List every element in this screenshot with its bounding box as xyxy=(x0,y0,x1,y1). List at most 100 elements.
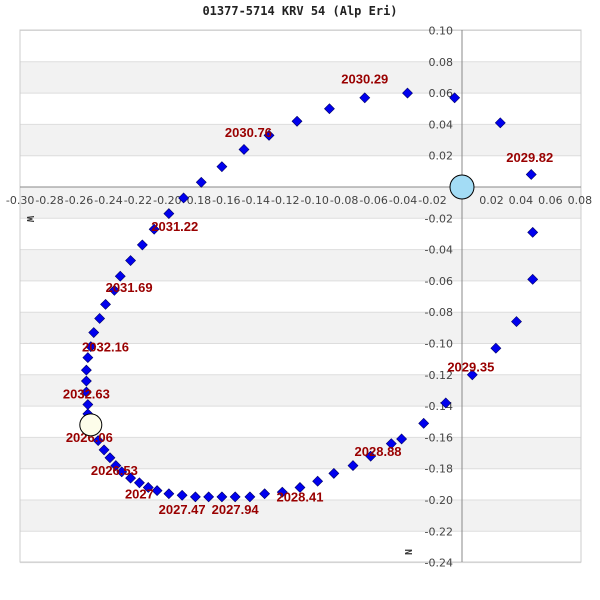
orbit-point xyxy=(359,92,371,104)
orbit-point xyxy=(216,491,228,503)
orbit-point xyxy=(238,144,250,155)
primary-star-marker xyxy=(449,174,475,200)
x-tick-label: -0.14 xyxy=(242,194,270,207)
orbit-point xyxy=(527,226,539,238)
orbit-point xyxy=(80,375,92,387)
orbit-point xyxy=(527,273,539,285)
x-tick-label: -0.28 xyxy=(35,194,63,207)
orbit-point xyxy=(259,488,271,500)
x-tick-label: -0.20 xyxy=(153,194,181,207)
y-tick-label: 0.06 xyxy=(429,87,454,100)
x-tick-label: -0.18 xyxy=(183,194,211,207)
orbit-point xyxy=(104,452,116,464)
y-tick-label: -0.08 xyxy=(425,306,453,319)
orbit-point xyxy=(229,491,241,503)
x-tick-label: 0.02 xyxy=(479,194,504,207)
x-tick-labels: -0.30 -0.28 -0.26 -0.24 -0.22 -0.20 -0.18 -0.16… xyxy=(6,194,592,207)
orbit-point xyxy=(324,103,335,115)
epoch-label: 2026.06 xyxy=(66,430,113,445)
orbit-point xyxy=(402,87,413,99)
x-tick-label: -0.16 xyxy=(212,194,240,207)
orbit-point xyxy=(136,239,148,251)
y-tick-label: 0.04 xyxy=(429,118,454,131)
orbit-point xyxy=(494,117,506,129)
epoch-label: 2028.41 xyxy=(276,490,323,505)
orbit-point xyxy=(151,485,163,497)
epoch-label: 2030.76 xyxy=(225,125,272,140)
grid-bands xyxy=(20,61,581,532)
orbit-point xyxy=(176,489,188,501)
orbit-point xyxy=(440,397,452,409)
grid-band xyxy=(20,500,581,532)
orbit-point xyxy=(263,129,275,141)
y-tick-label: -0.16 xyxy=(425,431,453,444)
x-tick-label: -0.08 xyxy=(330,194,358,207)
orbit-point xyxy=(294,482,306,493)
axes xyxy=(20,30,581,562)
epoch-label: 2030.29 xyxy=(341,72,388,87)
y-tick-label: -0.12 xyxy=(425,369,453,382)
orbit-point xyxy=(125,255,136,266)
x-tick-label: -0.12 xyxy=(271,194,299,207)
y-tick-label: -0.10 xyxy=(425,338,453,351)
grid-band xyxy=(20,249,581,281)
epoch-label: 2028.88 xyxy=(355,444,402,459)
y-tick-label: -0.18 xyxy=(425,463,453,476)
orbit-point xyxy=(85,341,97,353)
west-axis-label: W xyxy=(24,216,35,223)
y-tick-label: 0.02 xyxy=(429,150,454,163)
orbit-point xyxy=(94,313,106,324)
orbit-point xyxy=(347,460,359,471)
orbit-point xyxy=(163,488,175,500)
grid-band xyxy=(20,374,581,407)
y-tick-label: -0.04 xyxy=(425,244,453,257)
y-tick-label: -0.24 xyxy=(425,557,453,570)
orbit-point xyxy=(92,435,104,446)
orbit-point xyxy=(114,270,126,282)
orbit-point xyxy=(125,472,136,484)
orbit-point xyxy=(525,169,537,180)
orbit-point xyxy=(148,223,160,235)
y-tick-labels: 0.10 0.08 0.06 0.04 0.02 -0.02 -0.04 -0.06 -0.08… xyxy=(425,25,453,570)
grid-band xyxy=(20,312,581,344)
orbit-point xyxy=(276,486,288,498)
epoch-label: 2032.63 xyxy=(63,386,110,401)
grid-band xyxy=(20,124,581,156)
orbit-points xyxy=(80,87,539,503)
orbit-point xyxy=(98,444,110,456)
orbit-point xyxy=(216,161,228,173)
y-tick-label: -0.06 xyxy=(425,275,453,288)
epoch-label: 2031.22 xyxy=(151,219,198,234)
x-tick-label: -0.30 xyxy=(6,194,34,207)
orbit-point xyxy=(365,450,377,462)
orbit-point xyxy=(203,491,215,503)
epoch-label: 2032.16 xyxy=(82,339,129,354)
orbit-point xyxy=(418,417,430,429)
orbit-point xyxy=(291,115,303,127)
orbit-point xyxy=(110,460,122,471)
orbit-point xyxy=(490,342,502,354)
x-tick-label: -0.24 xyxy=(94,194,122,207)
y-tick-label: -0.22 xyxy=(425,525,453,538)
x-tick-label: 0.06 xyxy=(538,194,563,207)
epoch-label: 2031.69 xyxy=(106,280,153,295)
orbit-point xyxy=(80,386,92,398)
grid-band xyxy=(20,187,581,219)
x-tick-label: -0.10 xyxy=(300,194,328,207)
epoch-label: 2026.53 xyxy=(91,463,138,478)
x-tick-label: -0.04 xyxy=(389,194,417,207)
orbit-point xyxy=(312,475,324,487)
orbit-point xyxy=(385,438,397,450)
epoch-label: 2029.35 xyxy=(447,360,494,375)
plot-frame xyxy=(19,29,582,563)
orbit-point xyxy=(328,467,340,479)
x-tick-label: -0.06 xyxy=(359,194,387,207)
orbit-point xyxy=(133,477,145,489)
x-tick-label: -0.26 xyxy=(65,194,93,207)
companion-marker xyxy=(79,413,103,437)
chart-title: 01377-5714 KRV 54 (Alp Eri) xyxy=(202,4,398,18)
orbit-point xyxy=(163,208,175,220)
orbit-point xyxy=(396,433,408,445)
epoch-label: 2027.47 xyxy=(159,502,206,517)
